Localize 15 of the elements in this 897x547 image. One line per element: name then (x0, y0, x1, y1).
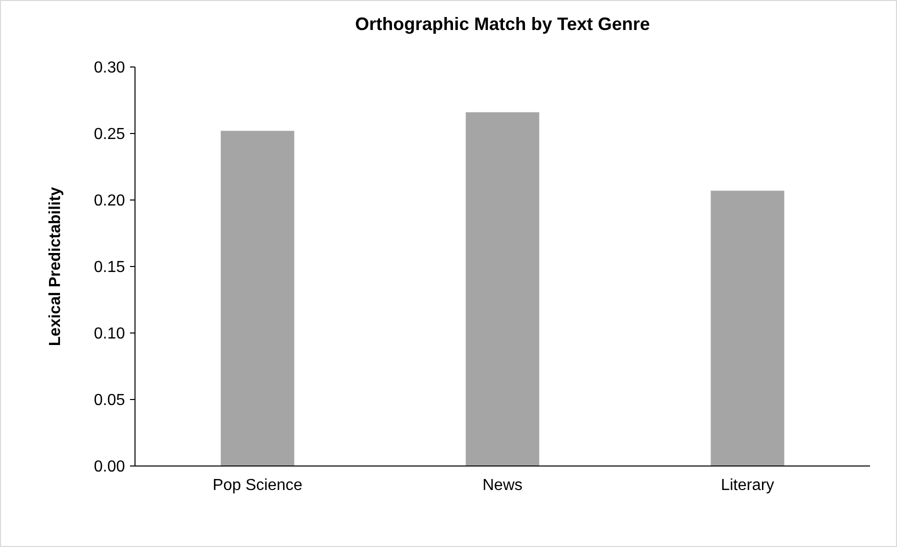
y-tick-label: 0.10 (94, 326, 126, 343)
x-tick-label: Literary (720, 477, 774, 494)
bar (710, 190, 784, 466)
chart-title: Orthographic Match by Text Genre (355, 14, 650, 34)
y-tick-label: 0.05 (94, 392, 126, 410)
x-tick-label: News (482, 477, 523, 494)
bar (466, 112, 540, 466)
y-tick-label: 0.25 (94, 126, 126, 144)
y-tick-label: 0.20 (94, 192, 126, 210)
bar (220, 130, 294, 466)
y-tick-label: 0.30 (94, 60, 126, 77)
x-tick-label: Pop Science (212, 477, 303, 494)
y-tick-label: 0.00 (94, 458, 126, 476)
y-axis-title: Lexical Predictability (47, 186, 64, 346)
y-tick-label: 0.15 (94, 259, 126, 276)
